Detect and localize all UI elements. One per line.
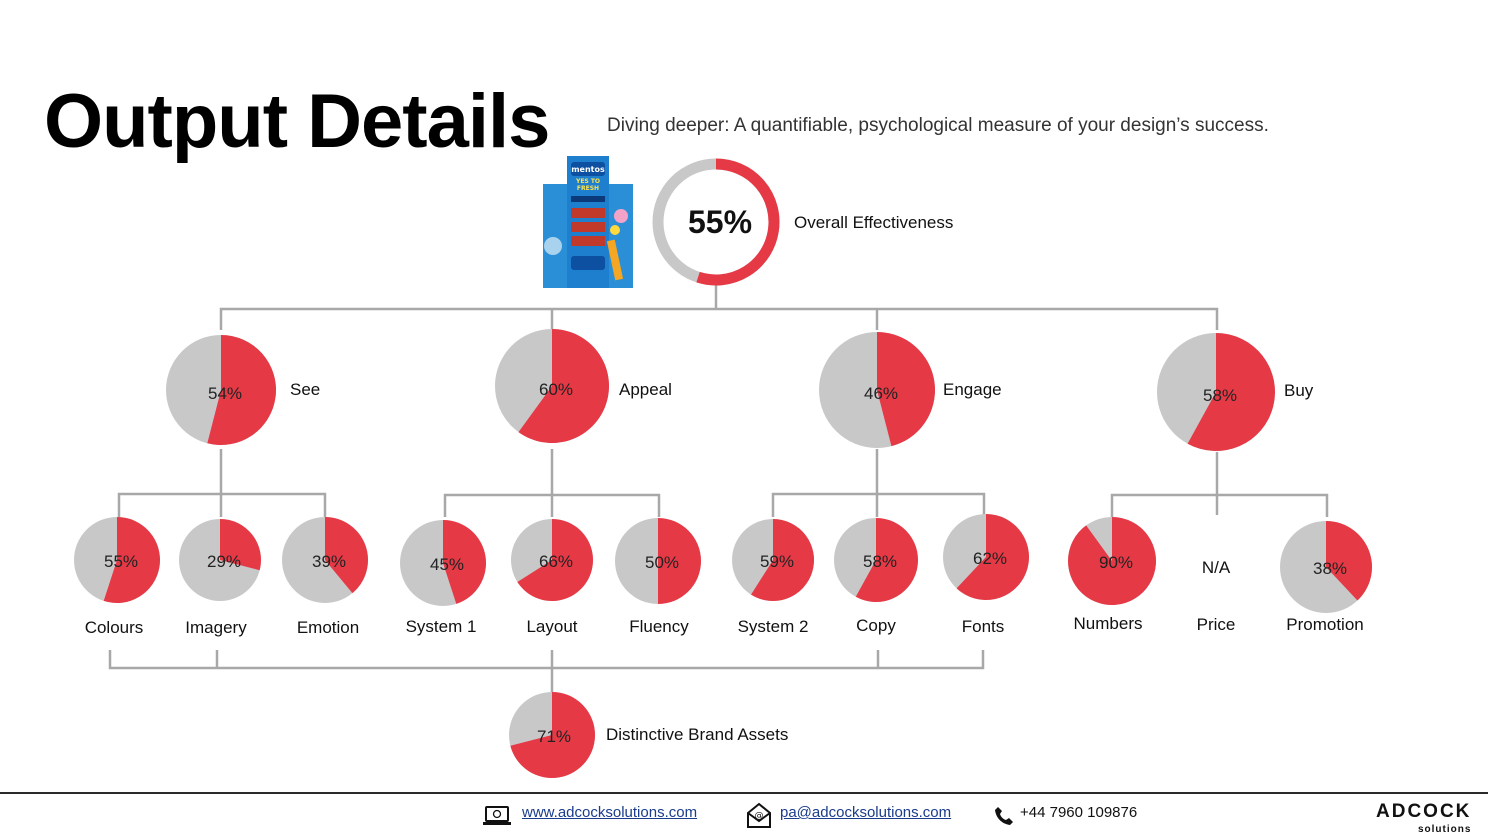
connector-buy-bus: [1110, 493, 1329, 517]
metric-pie-fonts-value: 62%: [973, 549, 1007, 568]
footer-website-text[interactable]: www.adcocksolutions.com: [522, 804, 698, 821]
category-pie-buy-value: 58%: [1203, 386, 1237, 405]
metric-label-price: Price: [1196, 615, 1236, 634]
connector-engage-bus: [771, 492, 986, 517]
page-subtitle: Diving deeper: A quantifiable, psycholog…: [607, 115, 1269, 136]
metric-label-layout: Layout: [526, 617, 578, 636]
metric-pie-layout-slice: [517, 519, 593, 601]
metric-pie-fluency-value: 50%: [645, 553, 679, 572]
metric-label-imagery: Imagery: [185, 618, 247, 637]
category-pie-appeal-slice: [518, 329, 609, 444]
metric-pie-colours-slice: [103, 517, 160, 603]
metric-pie-fonts-slice: [956, 514, 1030, 600]
footer-phone: +44 7960 109876: [1020, 804, 1137, 821]
page-title: Output Details: [44, 79, 550, 164]
metric-pie-promotion-slice: [1326, 521, 1372, 601]
mentos-display-stand-image: mentos YES TO FRESH: [543, 156, 633, 288]
metric-pie-copy-value: 58%: [863, 552, 897, 571]
metric-pie-numbers-value: 90%: [1099, 553, 1133, 572]
category-label-appeal: Appeal: [619, 380, 672, 399]
brand-assets-pie-value: 71%: [537, 727, 571, 746]
metric-label-copy: Copy: [856, 616, 896, 635]
envelope-icon: @: [747, 802, 771, 828]
category-label-buy: Buy: [1284, 381, 1314, 400]
product-brand-text: mentos: [571, 165, 605, 174]
overall-label: Overall Effectiveness: [794, 213, 954, 232]
category-pie-buy-slice: [1187, 333, 1275, 451]
svg-text:@: @: [755, 811, 764, 821]
category-pie-appeal-value: 60%: [539, 380, 573, 399]
footer-email-link[interactable]: pa@adcocksolutions.com: [780, 804, 951, 821]
laptop-icon: [483, 806, 511, 825]
metric-pie-fluency-slice: [658, 518, 701, 604]
footer-email-text[interactable]: pa@adcocksolutions.com: [780, 804, 952, 821]
footer-website-link[interactable]: www.adcocksolutions.com: [522, 804, 697, 821]
category-pie-see-value: 54%: [208, 384, 242, 403]
connector-brand-bus: [108, 650, 985, 670]
metric-value-price: N/A: [1201, 558, 1231, 577]
category-label-see: See: [290, 380, 321, 399]
category-label-engage: Engage: [943, 380, 1002, 399]
metric-label-promotion: Promotion: [1286, 615, 1364, 634]
metric-label-fonts: Fonts: [961, 617, 1005, 636]
brand-assets-pie-slice: [510, 692, 595, 779]
metric-pie-system2-value: 59%: [760, 552, 794, 571]
footer-phone-text: +44 7960 109876: [1020, 804, 1138, 821]
brand-name: ADCOCK: [1376, 801, 1472, 822]
metric-pie-emotion-slice: [325, 517, 368, 594]
overall-value: 55%: [688, 204, 752, 240]
metric-pie-imagery-value: 29%: [207, 552, 241, 571]
metric-label-colours: Colours: [84, 618, 144, 637]
metric-pie-system1-slice: [443, 520, 486, 604]
metric-pie-numbers-slice: [1068, 517, 1157, 605]
metric-pie-promotion-value: 38%: [1313, 559, 1347, 578]
brand-assets-label: Distinctive Brand Assets: [606, 725, 789, 744]
product-slogan-line2: FRESH: [577, 185, 599, 192]
metric-pie-colours-value: 55%: [104, 552, 138, 571]
connector-see-bus: [117, 492, 327, 517]
metric-pie-imagery-slice: [220, 519, 261, 571]
category-pie-see-slice: [207, 335, 276, 445]
connector-category-bus: [219, 307, 1219, 330]
connector-appeal-bus: [443, 493, 661, 517]
metric-pie-layout-value: 66%: [539, 552, 573, 571]
metric-label-fluency: Fluency: [629, 617, 689, 636]
phone-icon: [995, 807, 1013, 825]
adcock-logo: ADCOCK solutions: [1376, 801, 1472, 839]
brand-sub: solutions: [1417, 824, 1472, 835]
footer-divider: [0, 792, 1488, 794]
metric-pie-system2-slice: [751, 519, 814, 601]
overall-ring-score: [696, 158, 780, 286]
category-pie-engage-slice: [877, 332, 936, 447]
metric-pie-emotion-value: 39%: [312, 552, 346, 571]
metric-pie-copy-slice: [855, 518, 919, 602]
metric-label-numbers: Numbers: [1073, 614, 1143, 633]
product-slogan-line1: YES TO: [575, 178, 600, 185]
metric-label-emotion: Emotion: [296, 618, 360, 637]
metric-pie-system1-value: 45%: [430, 555, 464, 574]
category-pie-engage-value: 46%: [864, 384, 898, 403]
metric-label-system2: System 2: [737, 617, 809, 636]
metric-label-system1: System 1: [405, 617, 477, 636]
